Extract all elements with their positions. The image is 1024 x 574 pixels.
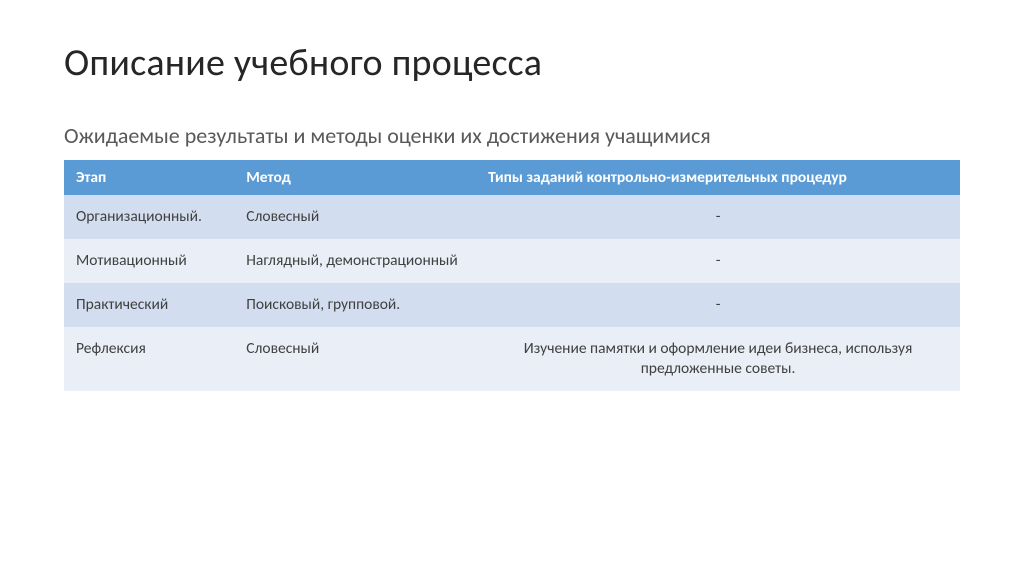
page-title: Описание учебного процесса (64, 40, 960, 86)
table-row: Практический Поисковый, групповой. - (64, 283, 960, 327)
cell-method: Поисковый, групповой. (234, 283, 476, 327)
cell-method: Наглядный, демонстрационный (234, 239, 476, 283)
cell-stage: Мотивационный (64, 239, 234, 283)
col-header-stage: Этап (64, 160, 234, 195)
cell-stage: Рефлексия (64, 327, 234, 391)
page-subtitle: Ожидаемые результаты и методы оценки их … (64, 122, 960, 150)
cell-method: Словесный (234, 195, 476, 239)
cell-tasks: - (476, 195, 960, 239)
cell-tasks: - (476, 239, 960, 283)
results-table: Этап Метод Типы заданий контрольно-измер… (64, 160, 960, 392)
table-row: Организационный. Словесный - (64, 195, 960, 239)
col-header-method: Метод (234, 160, 476, 195)
cell-stage: Практический (64, 283, 234, 327)
slide: Описание учебного процесса Ожидаемые рез… (0, 0, 1024, 574)
cell-tasks: - (476, 283, 960, 327)
col-header-tasks: Типы заданий контрольно-измерительных пр… (476, 160, 960, 195)
table-row: Мотивационный Наглядный, демонстрационны… (64, 239, 960, 283)
cell-stage: Организационный. (64, 195, 234, 239)
table-header-row: Этап Метод Типы заданий контрольно-измер… (64, 160, 960, 195)
cell-tasks: Изучение памятки и оформление идеи бизне… (476, 327, 960, 391)
cell-method: Словесный (234, 327, 476, 391)
table-row: Рефлексия Словесный Изучение памятки и о… (64, 327, 960, 391)
